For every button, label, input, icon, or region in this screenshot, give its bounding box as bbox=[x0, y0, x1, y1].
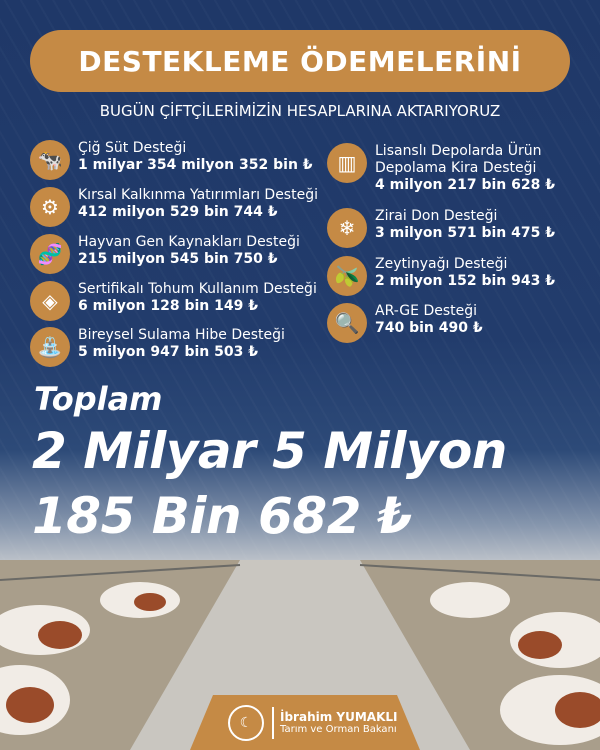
item-amount: 5 milyon 947 bin 503 ₺ bbox=[78, 344, 258, 360]
total-line-1: 2 Milyar 5 Milyon bbox=[32, 422, 507, 480]
milk-cow-icon: 🐄 bbox=[30, 140, 70, 180]
snowflake-icon: ❄ bbox=[327, 208, 367, 248]
item-label: Kırsal Kalkınma Yatırımları Desteği bbox=[78, 187, 318, 203]
item-label: AR-GE Desteği bbox=[375, 303, 478, 319]
headline-banner: DESTEKLEME ÖDEMELERİNİ bbox=[30, 30, 570, 92]
total-line-2: 185 Bin 682 ₺ bbox=[32, 487, 413, 545]
footer-banner: ☾ İbrahim YUMAKLI Tarım ve Orman Bakanı bbox=[190, 695, 420, 750]
item-amount: 2 milyon 152 bin 943 ₺ bbox=[375, 273, 555, 289]
support-item: 🐄 Çiğ Süt Desteği 1 milyar 354 milyon 352 … bbox=[30, 140, 313, 180]
gear-plant-icon: ⚙ bbox=[30, 187, 70, 227]
irrigation-icon: ⛲ bbox=[30, 327, 70, 367]
item-label: Bireysel Sulama Hibe Desteği bbox=[78, 327, 285, 343]
olive-oil-icon: 🫒 bbox=[327, 256, 367, 296]
minister-role: Tarım ve Orman Bakanı bbox=[280, 724, 397, 735]
item-label: Zirai Don Desteği bbox=[375, 208, 498, 224]
item-label: Çiğ Süt Desteği bbox=[78, 140, 187, 156]
seed-bag-icon: ◈ bbox=[30, 281, 70, 321]
item-amount: 1 milyar 354 milyon 352 bin ₺ bbox=[78, 157, 313, 173]
subtitle: BUGÜN ÇİFTÇİLERİMİZİN HESAPLARINA AKTARI… bbox=[99, 102, 501, 120]
barn-photo bbox=[0, 560, 600, 750]
support-item: ◈ Sertifikalı Tohum Kullanım Desteği 6 mil… bbox=[30, 281, 317, 321]
support-item: ❄ Zirai Don Desteği 3 milyon 571 bin 475 ₺ bbox=[327, 208, 555, 248]
item-amount: 3 milyon 571 bin 475 ₺ bbox=[375, 225, 555, 241]
item-label: Depolama Kira Desteği bbox=[375, 160, 537, 176]
item-label: Sertifikalı Tohum Kullanım Desteği bbox=[78, 281, 317, 297]
item-amount: 6 milyon 128 bin 149 ₺ bbox=[78, 298, 258, 314]
dna-cow-icon: 🧬 bbox=[30, 234, 70, 274]
item-label: Hayvan Gen Kaynakları Desteği bbox=[78, 234, 300, 250]
support-item: 🔍 AR-GE Desteği 740 bin 490 ₺ bbox=[327, 303, 483, 343]
support-item: ⛲ Bireysel Sulama Hibe Desteği 5 milyon 94… bbox=[30, 327, 285, 367]
item-amount: 740 bin 490 ₺ bbox=[375, 320, 483, 336]
item-label: Zeytinyağı Desteği bbox=[375, 256, 508, 272]
minister-name: İbrahim YUMAKLI bbox=[280, 710, 398, 724]
item-label: Lisanslı Depolarda Ürün bbox=[375, 143, 542, 159]
support-item: ▥ Lisanslı Depolarda Ürün Depolama Kira De… bbox=[327, 143, 555, 194]
item-amount: 412 milyon 529 bin 744 ₺ bbox=[78, 204, 278, 220]
total-label: Toplam bbox=[34, 380, 163, 418]
support-item: 🧬 Hayvan Gen Kaynakları Desteği 215 milyon… bbox=[30, 234, 300, 274]
ministry-seal-icon: ☾ bbox=[228, 704, 264, 741]
item-amount: 4 milyon 217 bin 628 ₺ bbox=[375, 177, 555, 193]
support-item: ⚙ Kırsal Kalkınma Yatırımları Desteği 412 … bbox=[30, 187, 318, 227]
divider bbox=[272, 706, 274, 739]
silo-icon: ▥ bbox=[327, 143, 367, 183]
support-item: 🫒 Zeytinyağı Desteği 2 milyon 152 bin 943 … bbox=[327, 256, 555, 296]
magnifier-icon: 🔍 bbox=[327, 303, 367, 343]
item-amount: 215 milyon 545 bin 750 ₺ bbox=[78, 251, 278, 267]
